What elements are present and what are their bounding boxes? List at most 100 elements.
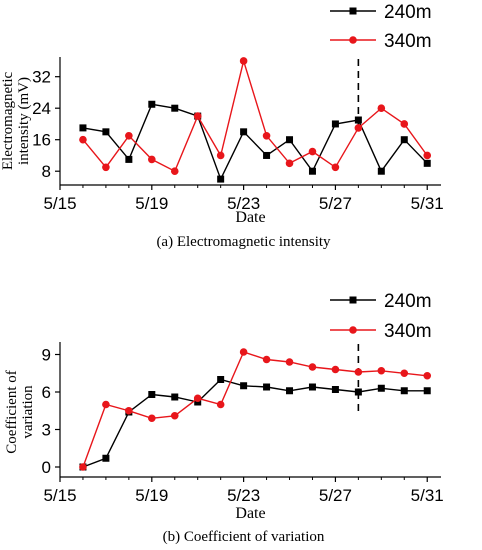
- x-axis-label: Date: [235, 209, 265, 226]
- legend-label: 240m: [384, 2, 432, 23]
- series-340m: [79, 57, 432, 176]
- x-tick-label: 5/31: [411, 486, 444, 505]
- data-point: [216, 400, 225, 409]
- legend-marker: [349, 296, 357, 304]
- legend-label: 240m: [384, 291, 432, 312]
- data-point: [79, 135, 87, 144]
- data-point: [102, 128, 110, 136]
- x-tick-label: 5/23: [227, 194, 260, 213]
- data-point: [286, 387, 294, 395]
- data-point: [171, 393, 179, 401]
- x-tick-label: 5/15: [43, 194, 76, 213]
- y-axis-label-line: Coefficient of: [4, 370, 20, 453]
- y-axis-label: Electromagneticintensity (mV): [0, 72, 32, 171]
- data-point: [102, 163, 110, 172]
- data-point: [263, 383, 271, 391]
- data-point: [125, 131, 133, 140]
- data-point: [170, 411, 179, 420]
- chart-caption: (a) Electromagnetic intensity: [156, 234, 331, 250]
- data-point: [423, 371, 432, 380]
- series-line: [82, 378, 428, 468]
- data-point: [308, 147, 317, 156]
- series-line: [82, 58, 428, 173]
- data-point: [125, 406, 133, 415]
- data-point: [423, 387, 431, 395]
- y-axis-label-line: Electromagnetic: [0, 72, 16, 171]
- series-240m: [79, 100, 431, 183]
- data-point: [193, 394, 202, 403]
- x-axis-label: Date: [235, 505, 265, 522]
- data-point: [148, 100, 156, 108]
- data-point: [79, 463, 87, 471]
- data-point: [400, 387, 408, 395]
- chart-panel-b: 5/15 5/19 5/23 5/27 5/31 0 3 6 9 Coefficient ofva…: [4, 291, 444, 545]
- data-point: [400, 136, 408, 144]
- data-point: [308, 383, 316, 391]
- series-line: [82, 351, 428, 468]
- data-point: [354, 388, 362, 396]
- data-point: [354, 368, 363, 376]
- data-point: [331, 386, 339, 393]
- data-point: [377, 366, 386, 375]
- legend-marker: [349, 7, 357, 15]
- y-tick-label: 16: [32, 131, 51, 150]
- y-tick-label: 32: [32, 68, 51, 87]
- x-tick-label: 5/15: [43, 486, 76, 505]
- data-point: [102, 454, 110, 462]
- legend-marker: [349, 326, 357, 334]
- data-point: [308, 167, 316, 175]
- x-tick-label: 5/31: [411, 194, 444, 213]
- data-point: [423, 159, 431, 167]
- data-point: [262, 355, 271, 364]
- y-tick-label: 24: [32, 99, 51, 118]
- chart-caption: (b) Coefficient of variation: [163, 529, 325, 545]
- data-point: [240, 128, 248, 136]
- data-point: [239, 57, 248, 65]
- legend-marker: [349, 36, 357, 44]
- data-point: [308, 363, 317, 371]
- y-tick-label: 3: [42, 421, 51, 440]
- y-tick-label: 9: [42, 346, 51, 365]
- data-point: [400, 369, 409, 378]
- data-point: [217, 175, 225, 183]
- data-point: [423, 151, 432, 160]
- y-tick-label: 8: [42, 162, 51, 181]
- data-point: [400, 120, 409, 128]
- data-point: [285, 358, 294, 366]
- data-point: [331, 365, 340, 374]
- data-point: [239, 348, 248, 356]
- series-240m: [79, 376, 431, 471]
- data-point: [377, 384, 385, 392]
- y-axis-label-line: variation: [20, 385, 36, 439]
- data-point: [148, 155, 156, 164]
- x-tick-label: 5/27: [319, 194, 352, 213]
- chart-panel-a: 5/15 5/19 5/23 5/27 5/318162432Electromagnet…: [0, 2, 444, 250]
- x-tick-label: 5/23: [227, 486, 260, 505]
- x-tick-label: 5/19: [135, 194, 168, 213]
- legend-label: 340m: [384, 31, 432, 52]
- data-point: [354, 124, 363, 132]
- data-point: [262, 131, 271, 140]
- data-point: [286, 136, 294, 144]
- data-point: [331, 163, 340, 172]
- data-point: [263, 151, 271, 159]
- data-point: [354, 116, 362, 124]
- x-tick-label: 5/19: [135, 486, 168, 505]
- data-point: [148, 414, 156, 423]
- data-point: [331, 120, 339, 128]
- data-point: [171, 104, 179, 112]
- data-point: [285, 159, 294, 168]
- data-point: [170, 167, 179, 176]
- data-point: [377, 167, 385, 175]
- y-tick-label: 6: [42, 383, 51, 402]
- data-point: [377, 104, 386, 112]
- legend-label: 340m: [384, 321, 432, 342]
- series-line: [82, 103, 428, 181]
- data-point: [193, 112, 202, 120]
- y-axis-label: Coefficient ofvariation: [4, 370, 36, 453]
- data-point: [102, 400, 110, 409]
- series-340m: [79, 348, 432, 471]
- data-point: [125, 155, 133, 163]
- y-tick-label: 0: [42, 458, 51, 477]
